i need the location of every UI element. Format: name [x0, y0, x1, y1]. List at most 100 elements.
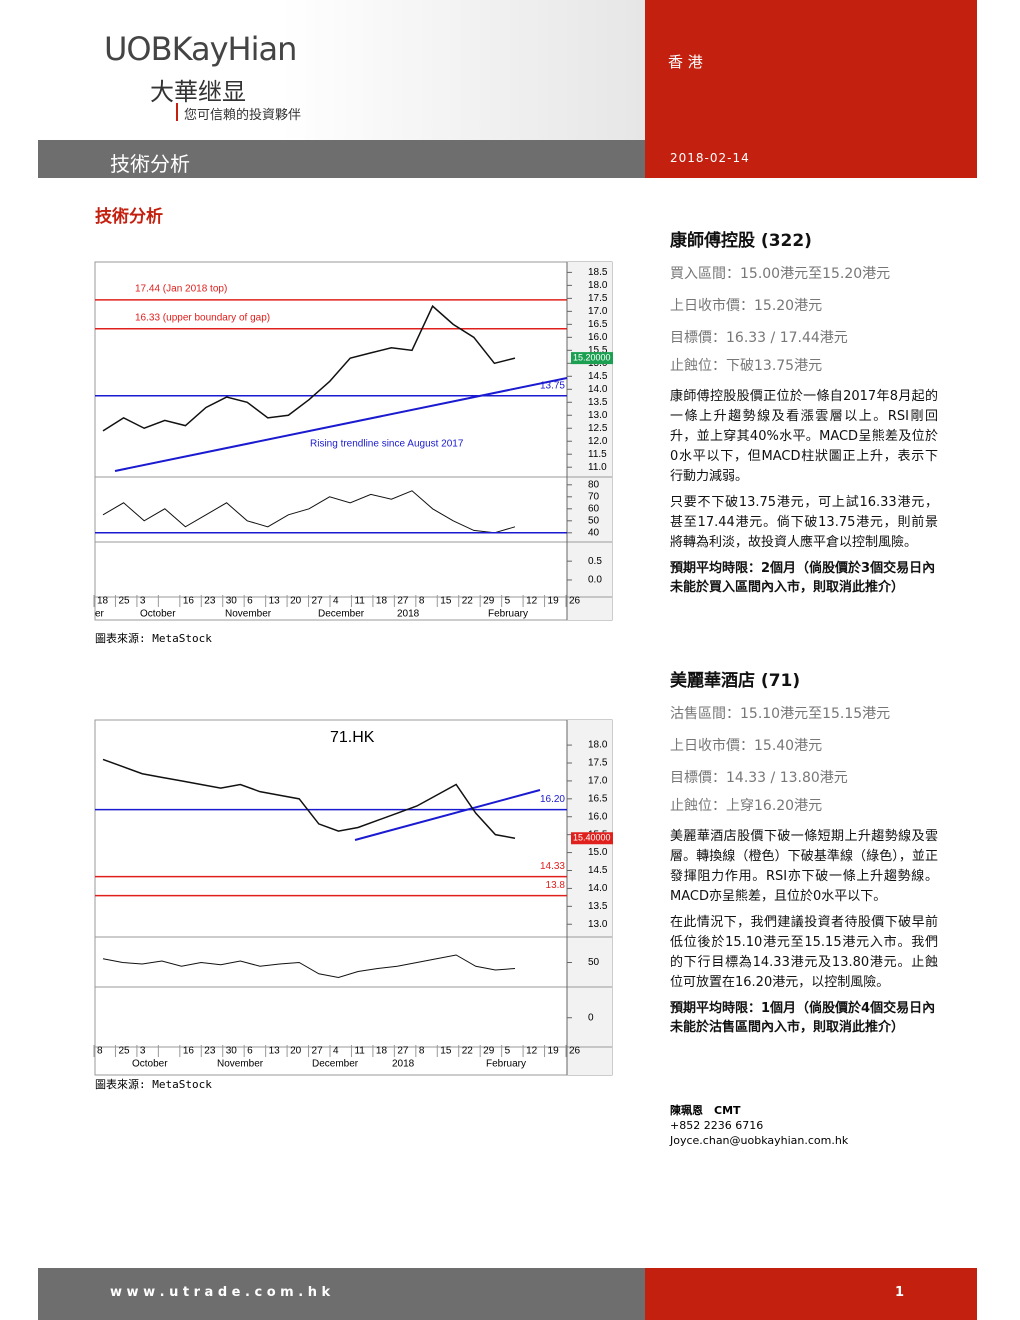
x-tick-label: 3 — [140, 1046, 146, 1057]
header-bg — [38, 0, 645, 140]
x-tick-label: 3 — [140, 596, 146, 607]
x-tick-label: 18 — [97, 596, 109, 607]
x-tick-label: 26 — [569, 596, 581, 607]
last-price: 15.40000 — [573, 833, 611, 843]
author-phone: +852 2236 6716 — [670, 1119, 764, 1132]
trendline — [114, 377, 568, 472]
x-tick-label: 8 — [419, 596, 425, 607]
author: 陳珮恩 CMT +852 2236 6716 Joyce.chan@uobkay… — [670, 1103, 938, 1148]
month-label: October — [132, 1059, 168, 1070]
x-tick-label: 23 — [204, 1046, 216, 1057]
y-tick-label: 18.0 — [588, 280, 608, 291]
stock: 美麗華酒店 (71) 沽售區間：15.10港元至15.15港元 上日收市價：15.4… — [670, 666, 938, 1037]
level-label: 17.44 (Jan 2018 top) — [135, 284, 227, 295]
y-tick-label: 12.0 — [588, 436, 608, 447]
region: 香 港 — [668, 53, 703, 71]
x-tick-label: 16 — [183, 1046, 195, 1057]
heading: 技術分析 — [95, 207, 163, 227]
y-tick-label: 13.0 — [588, 410, 608, 421]
x-tick-label: 25 — [118, 596, 130, 607]
chart-source: 圖表來源: MetaStock — [95, 632, 212, 645]
section-bar — [38, 140, 645, 178]
chart-title: 71.HK — [330, 729, 375, 746]
rsi-line — [102, 954, 516, 979]
x-tick-label: 18 — [376, 1046, 388, 1057]
stock-name: 美麗華酒店 (71) — [670, 671, 801, 691]
y-tick-label: 14.0 — [588, 384, 608, 395]
x-tick-label: 15 — [440, 596, 452, 607]
x-tick-label: 11 — [354, 596, 365, 607]
last-price-box — [571, 352, 613, 365]
y-tick-label: 70 — [588, 491, 600, 502]
y-tick-label: 17.0 — [588, 776, 608, 787]
y-tick-label: 14.0 — [588, 883, 608, 894]
y-tick-label: 18.5 — [588, 267, 608, 278]
y-tick-label: 17.0 — [588, 306, 608, 317]
y-tick-label: 16.5 — [588, 319, 608, 330]
x-tick-label: 29 — [483, 1046, 495, 1057]
x-tick-label: 13 — [269, 596, 281, 607]
y-tick-label: 15.0 — [588, 847, 608, 858]
date: 2018-02-14 — [670, 151, 750, 165]
month-label: February — [488, 609, 528, 620]
footer-url: w w w . u t r a d e . c o m . h k — [110, 1285, 331, 1300]
author-name: 陳珮恩 CMT — [670, 1104, 741, 1117]
x-tick-label: 13 — [269, 1046, 281, 1057]
y-tick-label: 14.5 — [588, 371, 608, 382]
month-label: December — [318, 609, 365, 620]
horizon: 預期平均時限：2個月（倘股價於3個交易日內未能於買入區間內入市，則取消此推介） — [670, 561, 936, 595]
y-tick-label: 16.5 — [588, 793, 608, 804]
y-tick-label: 13.5 — [588, 397, 608, 408]
x-tick-label: 5 — [505, 1046, 511, 1057]
axis-band — [567, 262, 612, 620]
trendline — [354, 789, 541, 841]
y-tick-label: 11.5 — [588, 449, 607, 460]
y-tick-label: 50 — [588, 957, 600, 968]
y-tick-label: 13.0 — [588, 919, 608, 930]
y-tick-label: 0 — [588, 1012, 594, 1023]
tagline: 您可信賴的投資夥伴 — [184, 108, 302, 123]
x-tick-label: 25 — [118, 1046, 130, 1057]
x-tick-label: 22 — [462, 596, 474, 607]
x-tick-label: 5 — [505, 596, 511, 607]
y-tick-label: 16.0 — [588, 811, 608, 822]
page-number: 1 — [895, 1285, 905, 1300]
y-tick-label: 17.5 — [588, 293, 608, 304]
month-label: er — [95, 609, 105, 620]
header-red — [645, 0, 977, 178]
stock-line: 止蝕位：上穿16.20港元 — [670, 798, 823, 814]
stock-line: 上日收市價：15.40港元 — [670, 738, 823, 754]
level-label: 16.33 (upper boundary of gap) — [135, 312, 270, 323]
axis-band — [567, 720, 612, 1075]
x-tick-label: 22 — [462, 1046, 474, 1057]
y-tick-label: 15.5 — [588, 345, 608, 356]
month-label: November — [217, 1059, 264, 1070]
month-label: December — [312, 1059, 359, 1070]
annotation: Rising trendline since August 2017 — [310, 439, 464, 450]
x-tick-label: 26 — [569, 1046, 581, 1057]
y-tick-label: 11.0 — [588, 462, 607, 473]
y-tick-label: 16.0 — [588, 332, 608, 343]
y-tick-label: 0.0 — [588, 575, 602, 586]
stock-line: 上日收市價：15.20港元 — [670, 298, 823, 314]
x-tick-label: 4 — [333, 1046, 339, 1057]
month-label: October — [140, 609, 176, 620]
y-tick-label: 13.5 — [588, 901, 608, 912]
y-tick-label: 40 — [588, 527, 600, 538]
rsi-line — [102, 490, 516, 534]
x-tick-label: 15 — [440, 1046, 452, 1057]
stock: 康師傅控股 (322) 買入區間：15.00港元至15.20港元 上日收市價：15.… — [670, 226, 938, 597]
paragraph: 只要不下破13.75港元，可上試16.33港元，甚至17.44港元。倘下破13.… — [670, 495, 938, 550]
stock-name: 康師傅控股 (322) — [670, 231, 812, 251]
x-tick-label: 18 — [376, 596, 388, 607]
y-tick-label: 14.5 — [588, 865, 608, 876]
stock-line: 沽售區間：15.10港元至15.15港元 — [670, 706, 891, 722]
x-tick-label: 30 — [226, 1046, 238, 1057]
last-price-box — [571, 832, 613, 845]
price-line — [102, 758, 516, 839]
y-tick-label: 12.5 — [588, 423, 608, 434]
stock-line: 目標價：14.33 / 13.80港元 — [670, 770, 848, 786]
logo: UOBKayHian — [104, 30, 297, 68]
x-tick-label: 27 — [397, 596, 409, 607]
